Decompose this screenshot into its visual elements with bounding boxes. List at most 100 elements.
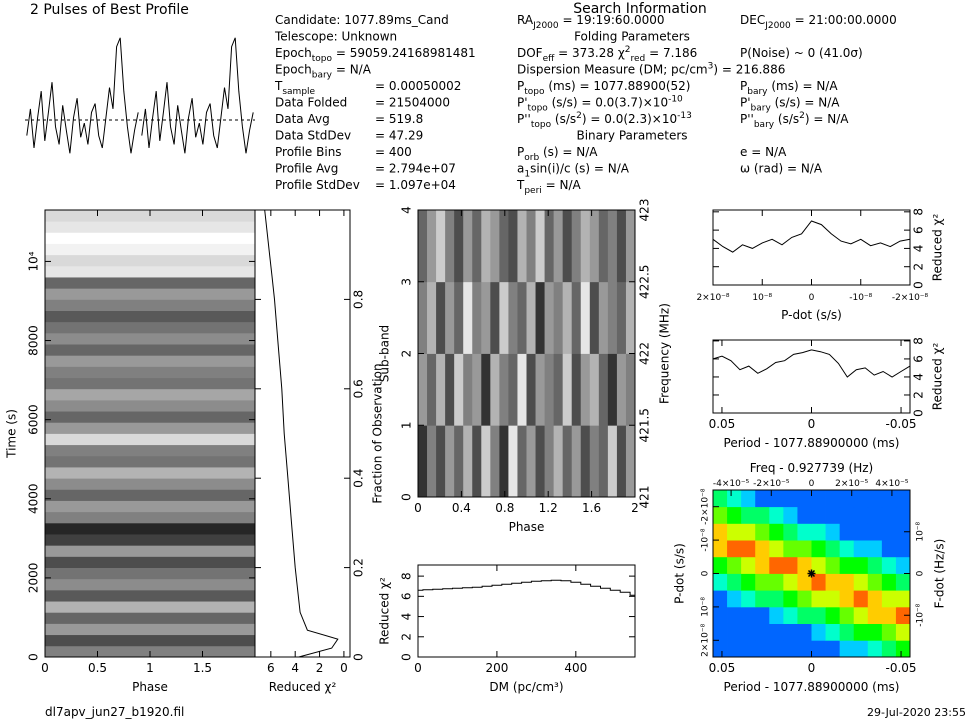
info-text: Profile StdDev: [275, 178, 360, 192]
x-axis-label: Phase: [509, 520, 545, 534]
heatmap-cell: [45, 534, 256, 546]
heatmap-cell: [607, 281, 618, 354]
heatmap-cell: [769, 556, 784, 574]
heatmap-cell: [45, 332, 256, 345]
heatmap-cell: [436, 425, 446, 498]
heatmap-cell: [811, 506, 826, 524]
heatmap-cell: [797, 606, 812, 624]
y-tick-label: 6: [912, 355, 926, 363]
info-value: = 21504000: [375, 96, 450, 110]
heatmap-cell: [727, 590, 742, 608]
heatmap-cell: [580, 425, 591, 498]
text-part: (s/s: [551, 112, 576, 126]
heatmap-cell: [727, 523, 742, 541]
heatmap-cell: [454, 210, 464, 283]
heatmap-cell: [811, 523, 826, 541]
heatmap-cell: [839, 590, 855, 608]
heatmap-cell: [797, 573, 812, 591]
text-part: (ms) = 1077.88900(52): [545, 79, 691, 93]
heatmap-cell: [867, 590, 883, 608]
heatmap-cell: [783, 523, 798, 541]
heatmap-cell: [881, 523, 897, 541]
x-tick-label: -0.05: [886, 661, 917, 675]
x-tick-label: -0.05: [886, 417, 917, 431]
heatmap-cell: [45, 455, 256, 468]
text-part: bary: [751, 104, 772, 114]
heatmap-cell: [769, 623, 784, 641]
heatmap-cell: [741, 540, 756, 558]
heatmap-cell: [755, 556, 770, 574]
heatmap-cell: [867, 640, 883, 658]
heatmap-cell: [607, 425, 618, 498]
y-tick-label: 6: [912, 226, 926, 234]
heatmap-cell: [598, 281, 609, 354]
x2-tick-label: 0: [809, 479, 815, 489]
text-part: P: [517, 79, 524, 93]
heatmap-cell: [45, 299, 256, 311]
text-part: DEC: [740, 13, 765, 27]
text-part: T: [274, 79, 283, 93]
text-part: a: [517, 162, 524, 176]
text-part: (s) = N/A: [539, 145, 598, 159]
text-part: J2000: [532, 21, 559, 31]
heatmap-cell: [535, 281, 545, 354]
heatmap-cell: [783, 623, 798, 641]
info-text: Porb (s) = N/A: [517, 145, 598, 163]
heatmap-cell: [562, 353, 573, 426]
heatmap-cell: [499, 210, 509, 283]
heatmap-cell: [825, 606, 841, 624]
heatmap-cell: [598, 425, 609, 498]
text-part: red: [631, 54, 646, 64]
y-tick-label: 0: [912, 409, 926, 417]
text-part: P: [740, 79, 747, 93]
heatmap-cell: [45, 522, 256, 535]
heatmap-cell: [445, 210, 455, 283]
x-tick-label: 0: [414, 661, 422, 675]
profile-line: [26, 37, 139, 154]
heatmap-cell: [45, 399, 256, 412]
text-part: peri: [524, 186, 541, 196]
y-tick-label: 2: [400, 350, 414, 358]
heatmap-cell: [45, 500, 256, 513]
text-part: 2: [799, 111, 805, 121]
heatmap-cell: [797, 640, 812, 658]
heatmap-cell: [797, 523, 812, 541]
heatmap-cell: [881, 540, 897, 558]
y-tick-label: 4: [912, 373, 926, 381]
heatmap-cell: [853, 640, 869, 658]
info-value: = 47.29: [375, 129, 423, 143]
heatmap-cell: [481, 425, 491, 498]
y-tick-label: 4000: [27, 483, 41, 514]
x-tick-label: 1: [146, 661, 154, 675]
heatmap-cell: [755, 506, 770, 524]
heatmap-cell: [580, 210, 591, 283]
x-tick-label: 0.05: [709, 417, 736, 431]
heatmap-cell: [481, 281, 491, 354]
heatmap-cell: [45, 489, 256, 501]
heatmap-cell: [867, 540, 883, 558]
heatmap-cell: [45, 221, 256, 233]
heatmap-cell: [797, 590, 812, 608]
text-part: -13: [677, 111, 692, 121]
y-tick-label: 0.4: [352, 469, 366, 488]
heatmap-cell: [454, 425, 464, 498]
heatmap-cell: [616, 353, 627, 426]
heatmap-cell: [517, 210, 527, 283]
heatmap-cell: [825, 540, 841, 558]
x-tick-label: 4: [291, 661, 299, 675]
y2-tick-label: 0: [916, 570, 926, 576]
heatmap-cell: [45, 366, 256, 379]
heatmap-cell: [895, 573, 911, 591]
heatmap-cell: [727, 506, 742, 524]
text-part: eff: [543, 54, 556, 64]
heatmap-cell: [580, 281, 591, 354]
heatmap-cell: [811, 590, 826, 608]
heatmap-cell: [867, 490, 883, 508]
heatmap-cell: [517, 281, 527, 354]
heatmap-cell: [625, 281, 636, 354]
heatmap-cell: [472, 210, 482, 283]
x-tick-label: 1.2: [539, 501, 558, 515]
section-heading: Binary Parameters: [576, 129, 687, 143]
text-part: P'': [740, 112, 754, 126]
heatmap-cell: [741, 573, 756, 591]
